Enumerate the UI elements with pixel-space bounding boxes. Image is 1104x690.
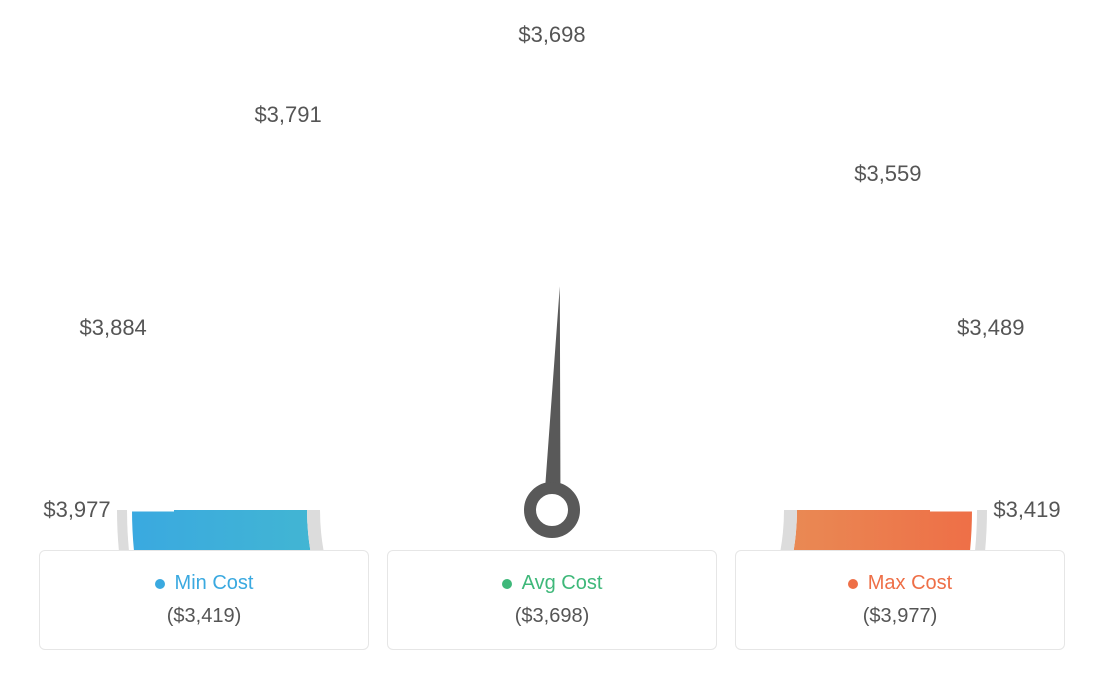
legend-title-text: Min Cost: [175, 572, 254, 595]
legend-value-max: ($3,977): [863, 605, 938, 628]
gauge-tick-label: $3,559: [854, 161, 921, 187]
dot-icon: [155, 579, 165, 589]
gauge-tick-label: $3,698: [518, 22, 585, 48]
gauge-tick-label: $3,489: [957, 315, 1024, 341]
legend-card-min: Min Cost ($3,419): [39, 550, 369, 650]
legend-title-max: Max Cost: [848, 572, 952, 595]
legend-title-avg: Avg Cost: [502, 572, 603, 595]
gauge-svg: [42, 10, 1062, 550]
gauge-chart: $3,419 $3,489 $3,559 $3,698 $3,791 $3,884 $3,9…: [42, 10, 1062, 550]
gauge-tick-label: $3,791: [254, 102, 321, 128]
legend-row: Min Cost ($3,419) Avg Cost ($3,698) Max …: [39, 550, 1065, 650]
legend-value-min: ($3,419): [167, 605, 242, 628]
legend-card-max: Max Cost ($3,977): [735, 550, 1065, 650]
gauge-tick-label: $3,977: [43, 497, 110, 523]
gauge-tick-label: $3,884: [80, 315, 147, 341]
legend-card-avg: Avg Cost ($3,698): [387, 550, 717, 650]
legend-title-text: Avg Cost: [522, 572, 603, 595]
legend-title-text: Max Cost: [868, 572, 952, 595]
legend-value-avg: ($3,698): [515, 605, 590, 628]
legend-title-min: Min Cost: [155, 572, 254, 595]
dot-icon: [848, 579, 858, 589]
dot-icon: [502, 579, 512, 589]
gauge-tick-label: $3,419: [993, 497, 1060, 523]
